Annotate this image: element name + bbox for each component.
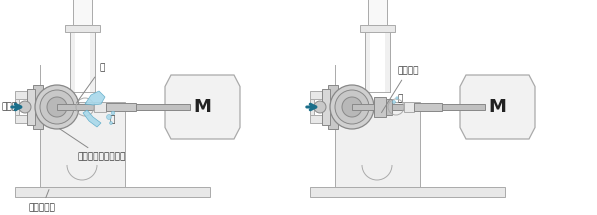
Text: ケーシング: ケーシング bbox=[29, 190, 56, 212]
Bar bbox=[106, 103, 136, 111]
Circle shape bbox=[342, 97, 362, 117]
Bar bbox=[310, 115, 324, 123]
Circle shape bbox=[109, 121, 112, 124]
Polygon shape bbox=[460, 75, 535, 139]
Bar bbox=[352, 104, 485, 110]
Text: M: M bbox=[488, 98, 506, 116]
Circle shape bbox=[47, 97, 67, 117]
Bar bbox=[374, 97, 386, 117]
Bar bbox=[15, 99, 19, 115]
Circle shape bbox=[396, 97, 398, 99]
Bar bbox=[335, 102, 420, 187]
Text: 水: 水 bbox=[398, 95, 404, 103]
Bar bbox=[414, 103, 442, 111]
Text: 羽根車（インペラ）: 羽根車（インペラ） bbox=[59, 129, 125, 161]
Text: M: M bbox=[193, 98, 211, 116]
Bar bbox=[15, 91, 29, 99]
Circle shape bbox=[111, 111, 115, 115]
Polygon shape bbox=[83, 110, 101, 127]
Bar bbox=[65, 25, 100, 32]
Bar bbox=[33, 85, 43, 129]
Bar bbox=[322, 89, 330, 125]
Bar bbox=[328, 85, 338, 129]
Text: 軸シール: 軸シール bbox=[381, 66, 418, 113]
Circle shape bbox=[106, 115, 112, 120]
Circle shape bbox=[335, 90, 369, 124]
Polygon shape bbox=[165, 75, 240, 139]
Bar bbox=[386, 99, 392, 115]
Bar bbox=[75, 32, 90, 92]
Bar bbox=[70, 27, 95, 92]
Text: 吸込口: 吸込口 bbox=[2, 103, 18, 112]
Circle shape bbox=[314, 101, 326, 113]
Bar bbox=[40, 102, 125, 187]
Bar bbox=[404, 102, 414, 112]
Circle shape bbox=[19, 101, 31, 113]
Polygon shape bbox=[85, 91, 105, 105]
Text: 水: 水 bbox=[109, 115, 115, 124]
Bar bbox=[15, 187, 210, 197]
Bar bbox=[310, 187, 505, 197]
Text: 軸: 軸 bbox=[76, 63, 104, 103]
Bar bbox=[73, 0, 92, 25]
Bar bbox=[370, 32, 385, 92]
Bar bbox=[368, 0, 387, 25]
Bar bbox=[15, 115, 29, 123]
Circle shape bbox=[330, 85, 374, 129]
Bar bbox=[310, 99, 314, 115]
Bar bbox=[94, 102, 106, 112]
Bar bbox=[57, 104, 190, 110]
Circle shape bbox=[40, 90, 74, 124]
Circle shape bbox=[392, 100, 395, 103]
Bar bbox=[360, 25, 395, 32]
Bar bbox=[310, 91, 324, 99]
Bar bbox=[365, 27, 390, 92]
Circle shape bbox=[35, 85, 79, 129]
Bar bbox=[27, 89, 35, 125]
